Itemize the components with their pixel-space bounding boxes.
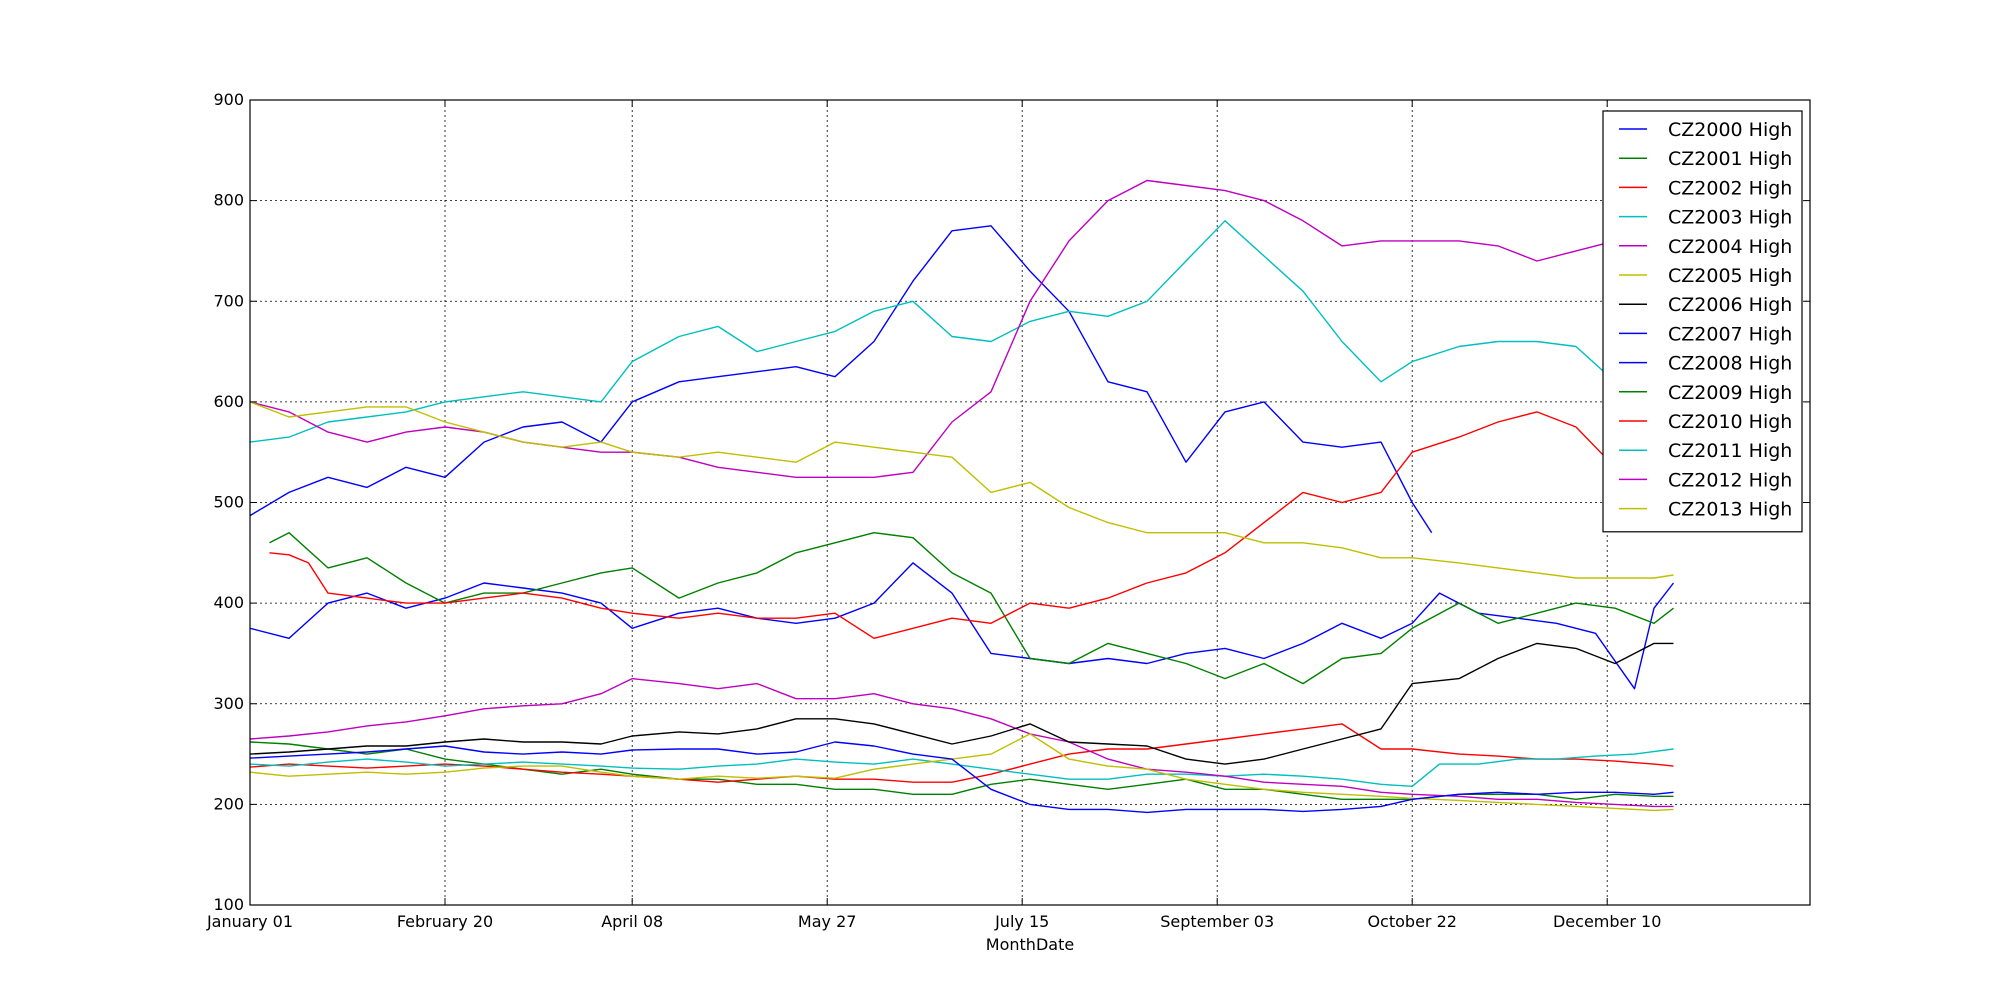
legend-entry-label: CZ2013 High xyxy=(1668,499,1792,521)
x-tick-label: July 15 xyxy=(994,912,1049,931)
series-line xyxy=(249,748,1674,787)
x-tick-label: May 27 xyxy=(798,912,857,931)
legend-entry-label: CZ2010 High xyxy=(1668,411,1792,433)
legend-box xyxy=(1602,110,1803,533)
y-tick-label: 600 xyxy=(213,392,244,411)
x-tick-label: October 22 xyxy=(1367,912,1456,931)
legend-entry-label: CZ2000 High xyxy=(1668,119,1792,141)
axis-ticks: 100 200 300 400 500 600 700 800 900 January 01 Feb… xyxy=(206,90,1810,931)
series-line xyxy=(249,225,1433,534)
x-tick-label: April 08 xyxy=(601,912,663,931)
x-tick-label: September 03 xyxy=(1160,912,1274,931)
legend-entry-label: CZ2004 High xyxy=(1668,236,1792,258)
x-tick-label: February 20 xyxy=(397,912,493,931)
x-tick-label: December 10 xyxy=(1553,912,1661,931)
legend-entry-label: CZ2008 High xyxy=(1668,353,1792,375)
series-line xyxy=(249,562,1675,690)
legend-entry-label: CZ2005 High xyxy=(1668,265,1792,287)
series-line xyxy=(249,220,1674,443)
series-line xyxy=(249,642,1674,765)
y-tick-label: 800 xyxy=(213,191,244,210)
legend: CZ2000 High CZ2001 High CZ2002 High CZ2003 … xyxy=(1602,110,1803,533)
series-line xyxy=(249,733,1674,812)
series-line xyxy=(249,723,1674,783)
x-axis-label: MonthDate xyxy=(986,935,1074,954)
legend-entry-label: CZ2001 High xyxy=(1668,148,1792,170)
legend-entry-label: CZ2011 High xyxy=(1668,440,1792,462)
y-tick-label: 300 xyxy=(213,694,244,713)
series-line xyxy=(249,401,1674,579)
legend-entry-label: CZ2002 High xyxy=(1668,177,1792,199)
x-tick-label: January 01 xyxy=(206,912,293,931)
y-tick-label: 400 xyxy=(213,593,244,612)
series-line xyxy=(249,741,1674,814)
legend-entry-label: CZ2006 High xyxy=(1668,294,1792,316)
legend-entry-label: CZ2009 High xyxy=(1668,382,1792,404)
legend-entry-label: CZ2007 High xyxy=(1668,323,1792,345)
legend-entry-label: CZ2003 High xyxy=(1668,207,1792,229)
series-lines xyxy=(249,179,1675,814)
y-tick-label: 200 xyxy=(213,794,244,813)
y-tick-label: 100 xyxy=(213,895,244,914)
series-line xyxy=(249,677,1674,808)
y-tick-label: 700 xyxy=(213,291,244,310)
y-tick-label: 900 xyxy=(213,90,244,109)
legend-entry-label: CZ2012 High xyxy=(1668,469,1792,491)
series-line xyxy=(249,179,1674,478)
y-tick-label: 500 xyxy=(213,493,244,512)
series-line xyxy=(269,532,1674,685)
series-line xyxy=(269,411,1674,639)
grid-lines xyxy=(250,100,1810,905)
